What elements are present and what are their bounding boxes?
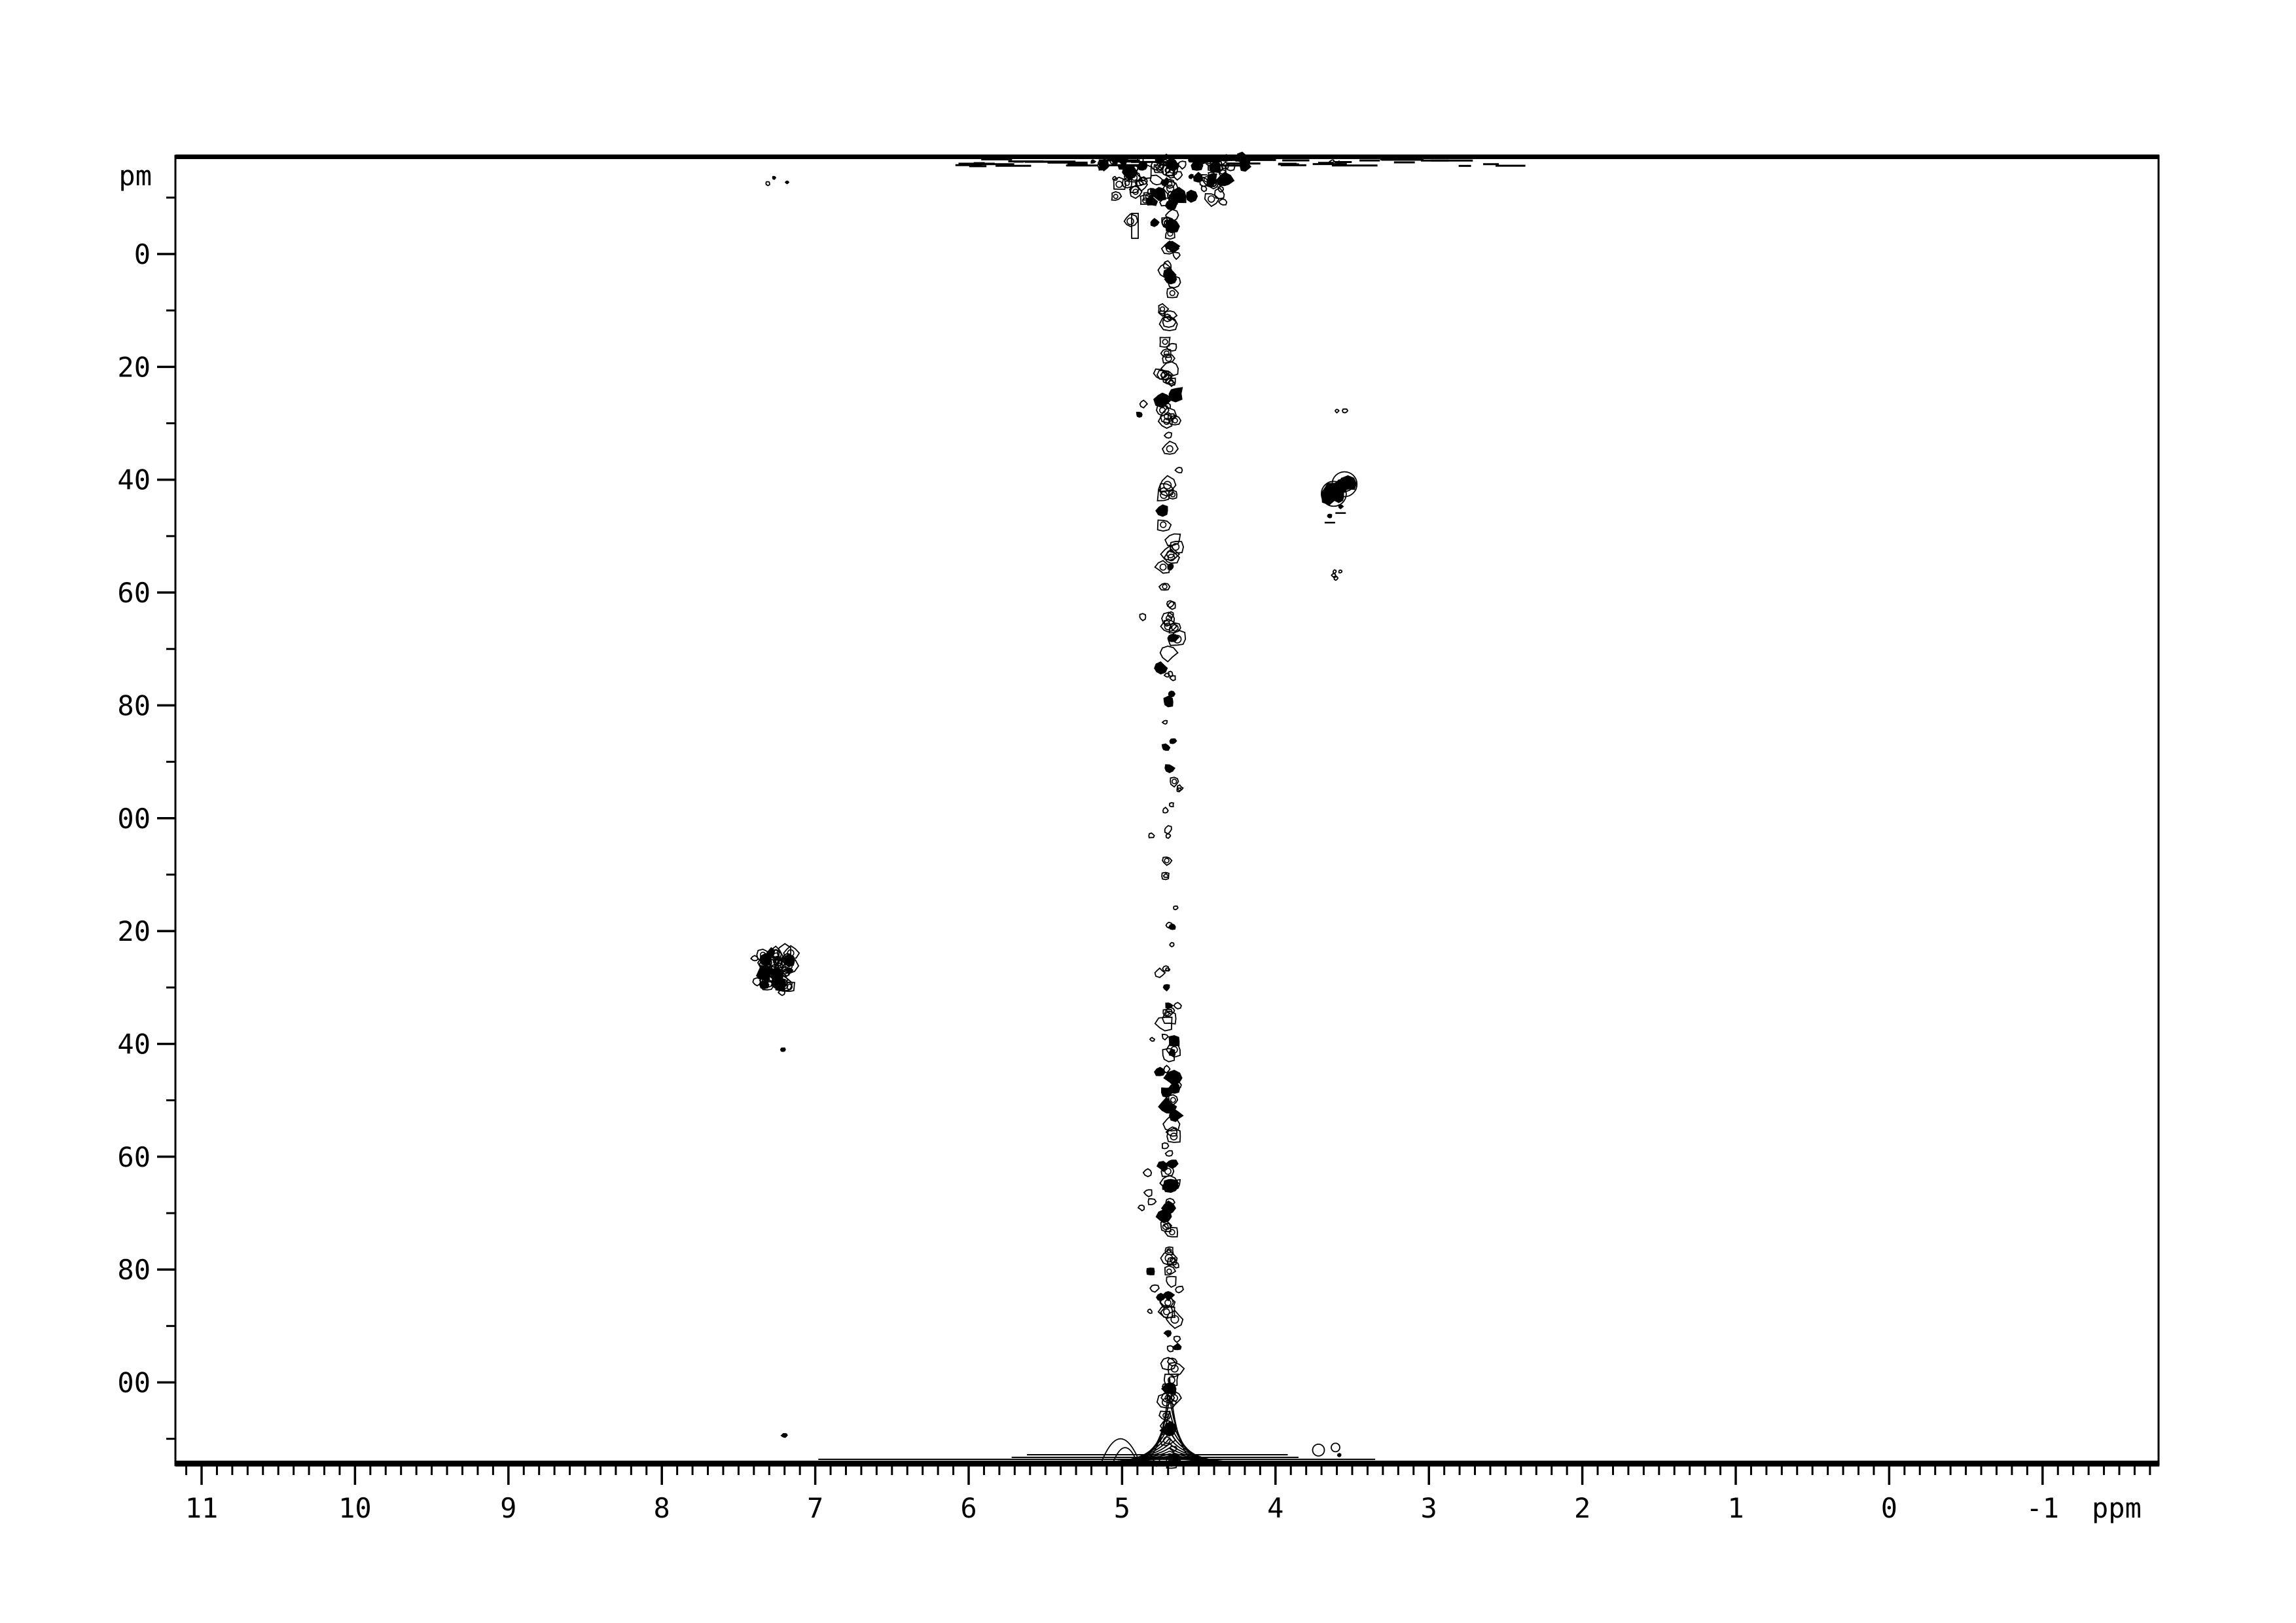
x-tick-label: 1: [1727, 1492, 1744, 1524]
x-tick-label: 2: [1574, 1492, 1590, 1524]
cross-peak: [780, 1047, 786, 1052]
x-tick-label: -1: [2026, 1492, 2060, 1524]
x-tick-label: 8: [654, 1492, 670, 1524]
cross-peak: [1331, 569, 1343, 581]
x-tick-label: 4: [1267, 1492, 1283, 1524]
y-tick-label: 80: [117, 689, 151, 721]
y-tick-label: 60: [117, 1141, 151, 1173]
x-tick-label: 10: [338, 1492, 372, 1524]
x-axis-ticks: 11 10 9 8 7 6 5 4 3 2 1 0 -1: [185, 1465, 2151, 1524]
x-tick-label: 5: [1114, 1492, 1130, 1524]
cross-peak: [1334, 408, 1349, 414]
x-tick-label: 11: [185, 1492, 219, 1524]
y-tick-label: 20: [117, 351, 151, 383]
cross-peak: [750, 943, 800, 996]
y-axis-unit-label: pm: [118, 160, 152, 192]
y-tick-label: 00: [117, 1367, 151, 1399]
y-tick-label: 40: [117, 464, 151, 496]
cross-peak: [1312, 1442, 1342, 1457]
cross-peak: [1331, 471, 1358, 514]
plot-frame: [174, 155, 2160, 1467]
baseline-fan: [1034, 1377, 1305, 1465]
y-tick-label: 0: [134, 238, 151, 270]
solvent-streak: [1136, 153, 1187, 1469]
cross-peak: [1090, 151, 1252, 239]
y-tick-label: 60: [117, 577, 151, 609]
cross-peak: [780, 1432, 788, 1438]
y-tick-label: 00: [117, 803, 151, 835]
x-tick-label: 7: [807, 1492, 823, 1524]
y-tick-label: 40: [117, 1028, 151, 1060]
y-axis-ticks: 0 20 40 60 80 00 20 40 60 80 00: [117, 196, 175, 1440]
y-tick-label: 20: [117, 915, 151, 947]
x-tick-label: 3: [1421, 1492, 1437, 1524]
y-tick-label: 80: [117, 1254, 151, 1286]
x-axis-unit-label: ppm: [2092, 1492, 2142, 1524]
x-tick-label: 0: [1881, 1492, 1897, 1524]
cross-peaks: [750, 151, 1358, 1457]
x-tick-label: 9: [500, 1492, 516, 1524]
cross-peak: [1327, 159, 1342, 166]
x-tick-label: 6: [960, 1492, 977, 1524]
cross-peak: [765, 175, 790, 187]
